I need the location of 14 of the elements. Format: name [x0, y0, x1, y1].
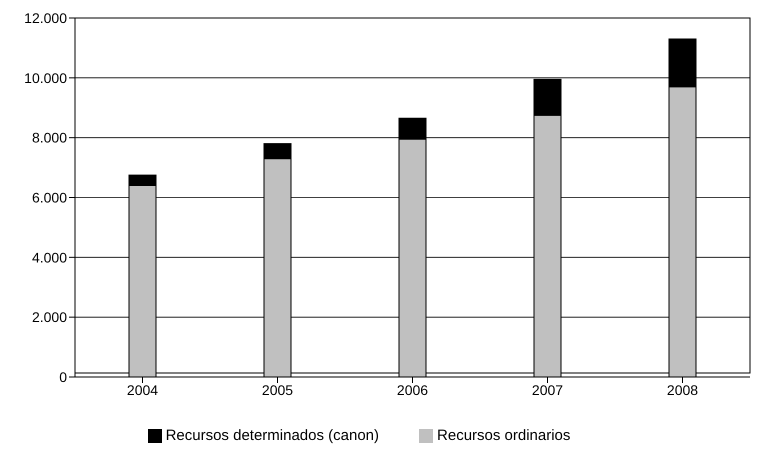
y-tick-label: 12.000: [24, 10, 68, 26]
y-tick-label: 8.000: [32, 130, 68, 146]
legend-label: Recursos determinados (canon): [166, 427, 380, 444]
x-tick-label: 2007: [532, 382, 564, 398]
y-tick-label: 2.000: [32, 309, 68, 326]
x-tick-label: 2006: [396, 382, 428, 398]
x-tick-label: 2005: [262, 382, 294, 398]
y-tick-label: 0: [59, 368, 68, 385]
y-tick-label: 10.000: [24, 70, 68, 86]
y-tick-label: 6.000: [32, 189, 68, 206]
y-tick-label: 4.000: [32, 249, 68, 266]
legend-label: Recursos ordinarios: [437, 427, 570, 444]
x-tick-label: 2008: [666, 382, 698, 398]
x-tick-label: 2004: [126, 382, 158, 398]
